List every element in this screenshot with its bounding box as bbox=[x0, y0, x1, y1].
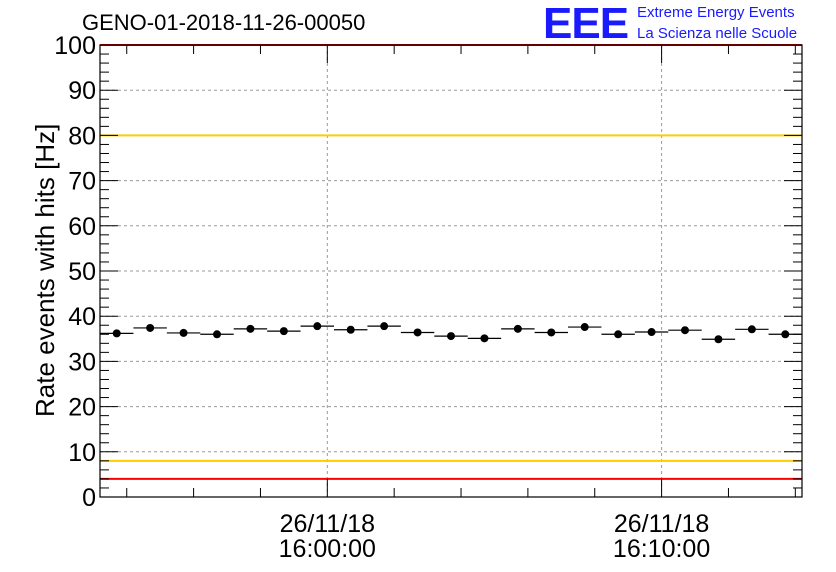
y-tick-label: 70 bbox=[68, 168, 96, 196]
y-tick-label: 0 bbox=[82, 484, 96, 512]
y-axis-label: Rate events with hits [Hz] bbox=[30, 123, 60, 417]
y-tick-label: 50 bbox=[68, 258, 96, 286]
eee-logo: EEE bbox=[543, 0, 629, 48]
data-point bbox=[413, 328, 422, 337]
data-point bbox=[681, 326, 689, 335]
y-tick-label: 90 bbox=[68, 77, 96, 105]
data-point bbox=[313, 322, 322, 331]
y-tick-label: 40 bbox=[68, 303, 96, 331]
y-tick-label: 30 bbox=[68, 348, 96, 376]
x-tick-date: 26/11/18 bbox=[280, 510, 375, 538]
y-tick-label: 10 bbox=[68, 439, 96, 467]
y-tick-label: 60 bbox=[68, 213, 96, 241]
data-point bbox=[580, 323, 589, 332]
data-point bbox=[279, 327, 288, 336]
data-point bbox=[380, 322, 389, 331]
reference-lines bbox=[100, 44, 802, 480]
data-point bbox=[213, 330, 221, 339]
data-point bbox=[614, 330, 623, 339]
data-point bbox=[146, 323, 155, 332]
y-tick-label: 80 bbox=[68, 122, 96, 150]
tick-labels: 010203040506070809010026/11/1816:00:0026… bbox=[54, 32, 710, 563]
grid-lines bbox=[100, 45, 802, 497]
data-series bbox=[100, 322, 802, 344]
y-tick-label: 20 bbox=[68, 394, 96, 422]
data-point bbox=[246, 324, 255, 333]
x-tick-time: 16:10:00 bbox=[613, 535, 710, 563]
data-point bbox=[346, 325, 355, 334]
data-point bbox=[747, 325, 756, 334]
y-tick-label: 100 bbox=[54, 32, 96, 60]
x-tick-time: 16:00:00 bbox=[279, 535, 376, 563]
data-point bbox=[480, 334, 489, 343]
data-point bbox=[447, 332, 455, 341]
chart-title: GENO-01-2018-11-26-00050 bbox=[82, 10, 366, 35]
data-point bbox=[513, 324, 522, 333]
data-point bbox=[179, 328, 188, 337]
data-point bbox=[647, 328, 656, 337]
data-point bbox=[112, 329, 121, 338]
data-point bbox=[547, 328, 556, 337]
data-point bbox=[714, 335, 723, 344]
axis-ticks bbox=[100, 44, 802, 498]
logo-tagline-1: Extreme Energy Events bbox=[637, 4, 795, 21]
x-tick-date: 26/11/18 bbox=[614, 510, 709, 538]
logo-tagline-2: La Scienza nelle Scuole bbox=[637, 25, 798, 42]
data-point bbox=[781, 330, 790, 339]
